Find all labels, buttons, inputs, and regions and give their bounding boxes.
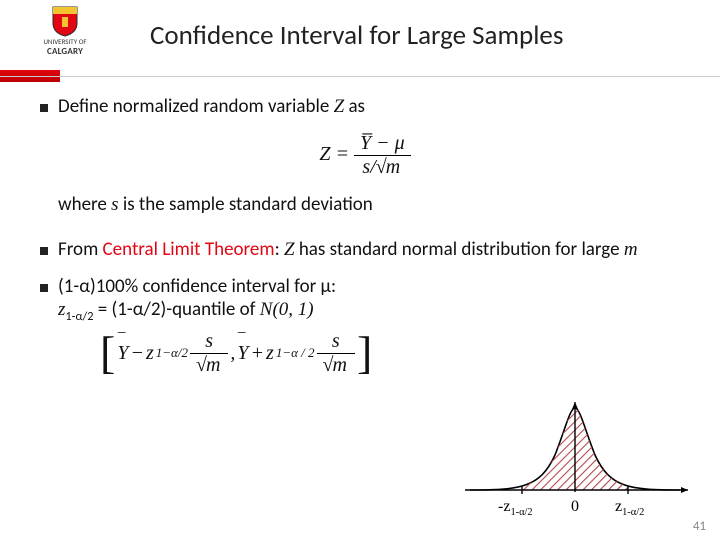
bullet-2-text: From Central Limit Theorem: Z has standa… [58, 238, 638, 261]
b2-pre: From [58, 238, 103, 261]
b3-zsub: 1-α/2 [65, 309, 93, 324]
b3-eq: = (1-α/2)-quantile of [93, 298, 259, 321]
bullet-3-text: (1-α)100% confidence interval for μ: z1-… [58, 275, 336, 324]
bullet-1-text: Define normalized random variable Z as [58, 95, 365, 118]
int-zsub1: 1−α/2 [156, 345, 188, 361]
bell-left-z: -z [498, 498, 510, 515]
b3-line2: z1-α/2 = (1-α/2)-quantile of N(0, 1) [58, 298, 336, 324]
int-m2: m [332, 353, 349, 376]
b1-pre: Define normalized random variable [58, 95, 334, 118]
where-pre: where [58, 193, 111, 216]
university-logo: UNIVERSITY OF CALGARY [20, 5, 110, 65]
y-axis-arrow-icon [572, 402, 578, 409]
bullet-1: Define normalized random variable Z as [40, 95, 690, 118]
int-z2: z [266, 342, 274, 365]
slide-title: Confidence Interval for Large Samples [150, 19, 563, 52]
b3-n01: N(0, 1) [260, 299, 314, 320]
b1-var: Z [334, 96, 345, 117]
eq-den-s: s [362, 156, 370, 178]
int-ybar1: Y [117, 342, 128, 365]
header: UNIVERSITY OF CALGARY Confidence Interva… [0, 0, 720, 70]
bullet-square-icon [40, 247, 48, 255]
where-post: is the sample standard deviation [119, 193, 373, 216]
slide-content: Define normalized random variable Z as Z… [40, 95, 690, 377]
where-line: where s is the sample standard deviation [40, 193, 690, 216]
ybar-2: Y [237, 342, 248, 364]
int-m1: m [205, 353, 222, 376]
int-s1: s [190, 330, 228, 354]
int-s2: s [317, 330, 355, 354]
rbracket-icon: ] [357, 335, 372, 372]
bell-left-label: -z1-α/2 [498, 498, 533, 518]
university-top-text: UNIVERSITY OF [43, 38, 86, 45]
bell-right-label: z1-α/2 [615, 498, 644, 518]
b1-post: as [344, 95, 365, 118]
bullet-square-icon [40, 284, 48, 292]
where-s: s [111, 194, 118, 215]
university-name: CALGARY [47, 46, 83, 57]
b3-line1: (1-α)100% confidence interval for μ: [58, 275, 336, 298]
z-equation: Z = Y̅ − μ s/m [40, 132, 690, 179]
header-rule [0, 76, 720, 77]
bell-left-sub: 1-α/2 [510, 507, 532, 518]
bell-curve-diagram [460, 400, 690, 510]
page-number: 41 [693, 519, 706, 534]
eq-den-m: m [385, 155, 402, 178]
lbracket-icon: [ [100, 335, 115, 372]
int-z1: z [146, 342, 154, 365]
int-zsub2: 1−α / 2 [276, 345, 315, 361]
bell-right-sub: 1-α/2 [622, 507, 644, 518]
int-frac2: s m [317, 330, 355, 377]
int-ybar2: Y [237, 342, 248, 365]
bell-center-label: 0 [571, 498, 579, 516]
eq-lhs: Z = [319, 143, 354, 165]
b2-clt: Central Limit Theorem [103, 238, 275, 261]
int-frac1: s m [190, 330, 228, 377]
b2-post: has standard normal distribution for lar… [295, 238, 624, 261]
crest-icon [51, 5, 79, 37]
b2-z: Z [284, 239, 295, 260]
ybar-1: Y [117, 342, 128, 364]
b2-m: m [624, 239, 638, 260]
eq-denominator: s/m [354, 156, 411, 179]
eq-numerator: Y̅ − μ [354, 132, 411, 156]
bullet-2: From Central Limit Theorem: Z has standa… [40, 238, 690, 261]
bullet-3: (1-α)100% confidence interval for μ: z1-… [40, 275, 690, 324]
bullet-square-icon [40, 104, 48, 112]
int-plus: + [251, 342, 265, 365]
int-comma: , [230, 342, 235, 365]
int-minus: − [130, 342, 144, 365]
eq-fraction: Y̅ − μ s/m [354, 132, 411, 179]
interval-formula: [ Y − z1−α/2 s m , Y + z1−α / 2 s m ] [100, 330, 690, 377]
b2-mid: : [275, 238, 284, 261]
x-axis-arrow-icon [681, 487, 688, 493]
